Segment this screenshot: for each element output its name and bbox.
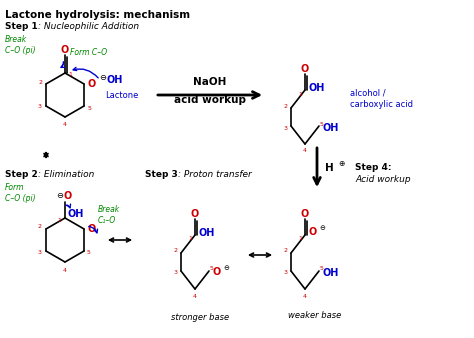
Text: OH: OH bbox=[107, 75, 123, 85]
Text: 5: 5 bbox=[320, 266, 324, 271]
Text: OH: OH bbox=[68, 209, 84, 219]
Text: NaOH: NaOH bbox=[193, 77, 227, 87]
Text: 3: 3 bbox=[284, 125, 288, 130]
Text: Form C–O: Form C–O bbox=[70, 48, 107, 57]
Text: 2: 2 bbox=[284, 103, 288, 108]
Text: O: O bbox=[301, 64, 309, 74]
Text: 5: 5 bbox=[320, 121, 324, 126]
Text: O: O bbox=[64, 191, 72, 201]
Text: OH: OH bbox=[309, 83, 325, 93]
Text: 1: 1 bbox=[188, 237, 192, 241]
Text: 1: 1 bbox=[57, 218, 61, 223]
Text: ⊖: ⊖ bbox=[56, 192, 64, 200]
Text: alcohol /
carboxylic acid: alcohol / carboxylic acid bbox=[350, 88, 413, 109]
Text: 1: 1 bbox=[298, 237, 302, 241]
Text: H: H bbox=[325, 163, 334, 173]
Text: ⊕: ⊕ bbox=[338, 159, 345, 168]
Text: 4: 4 bbox=[303, 293, 307, 298]
Text: ⊖: ⊖ bbox=[100, 73, 107, 82]
Text: 4: 4 bbox=[63, 122, 67, 127]
Text: Acid workup: Acid workup bbox=[355, 175, 410, 185]
Text: 2: 2 bbox=[284, 248, 288, 254]
Text: O: O bbox=[88, 79, 96, 89]
Text: OH: OH bbox=[323, 123, 339, 133]
Text: 4: 4 bbox=[303, 148, 307, 153]
Text: O: O bbox=[309, 227, 317, 237]
Text: Break
C₁–O: Break C₁–O bbox=[98, 205, 120, 225]
Text: Step 2: Step 2 bbox=[5, 170, 38, 179]
Text: O: O bbox=[88, 224, 96, 234]
Text: Form
C–O (pi): Form C–O (pi) bbox=[5, 183, 36, 203]
Text: 5: 5 bbox=[86, 250, 90, 256]
Text: Break
C–O (pi): Break C–O (pi) bbox=[5, 35, 36, 55]
Text: 2: 2 bbox=[38, 224, 42, 230]
Text: Step 3: Step 3 bbox=[145, 170, 178, 179]
Text: OH: OH bbox=[323, 268, 339, 278]
Text: 2: 2 bbox=[39, 79, 43, 84]
Text: O: O bbox=[301, 209, 309, 219]
Text: 5: 5 bbox=[210, 266, 214, 271]
Text: Lactone hydrolysis: mechanism: Lactone hydrolysis: mechanism bbox=[5, 10, 190, 20]
Text: Lactone: Lactone bbox=[105, 91, 138, 99]
Text: 4: 4 bbox=[63, 267, 67, 272]
Text: Step 4:: Step 4: bbox=[355, 164, 392, 172]
Text: 5: 5 bbox=[87, 105, 91, 111]
Text: : Proton transfer: : Proton transfer bbox=[178, 170, 252, 179]
Text: ⊖: ⊖ bbox=[319, 225, 325, 231]
Text: : Elimination: : Elimination bbox=[38, 170, 94, 179]
Text: 1: 1 bbox=[298, 92, 302, 97]
Text: weaker base: weaker base bbox=[288, 311, 342, 319]
Text: 2: 2 bbox=[174, 248, 178, 254]
Text: 1: 1 bbox=[68, 72, 72, 77]
Text: O: O bbox=[191, 209, 199, 219]
Text: 3: 3 bbox=[284, 270, 288, 275]
Text: 4: 4 bbox=[193, 293, 197, 298]
Text: Step 1: Step 1 bbox=[5, 22, 38, 31]
Text: : Nucleophilic Addition: : Nucleophilic Addition bbox=[38, 22, 139, 31]
Text: 3: 3 bbox=[38, 249, 42, 255]
Text: O: O bbox=[61, 45, 69, 55]
Text: 3: 3 bbox=[38, 104, 42, 110]
Text: stronger base: stronger base bbox=[171, 314, 229, 322]
Text: OH: OH bbox=[199, 228, 215, 238]
Text: O: O bbox=[213, 267, 221, 277]
Text: 3: 3 bbox=[174, 270, 178, 275]
Text: acid workup: acid workup bbox=[174, 95, 246, 105]
Text: ⊖: ⊖ bbox=[223, 265, 229, 271]
